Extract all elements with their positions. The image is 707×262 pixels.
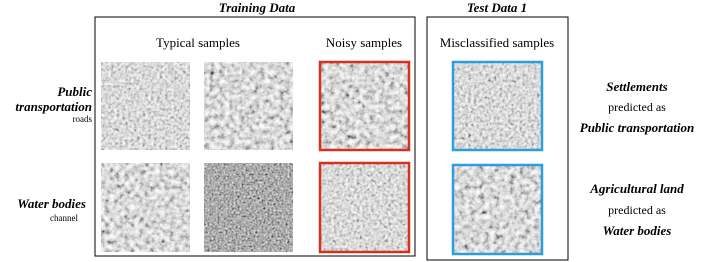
predicted-class: Public transportation (580, 120, 695, 135)
row-label: Water bodies (17, 196, 86, 211)
sample-image (101, 62, 190, 150)
predicted-text: predicted as (608, 100, 666, 114)
typical-header: Typical samples (156, 35, 240, 50)
true-class: Agricultural land (589, 181, 684, 196)
noisy-image (320, 62, 409, 150)
sample-image (204, 62, 293, 150)
test-title: Test Data 1 (467, 0, 527, 15)
sample-image (204, 163, 293, 252)
true-class: Settlements (606, 79, 667, 94)
misclassified-header: Misclassified samples (440, 35, 554, 50)
row-label-box: Public transportation roads (0, 84, 92, 140)
noisy-image (320, 163, 409, 252)
misclassified-image (453, 165, 542, 254)
figure: Training Data Test Data 1 Typical sample… (0, 0, 707, 262)
predicted-text: predicted as (608, 203, 666, 217)
row-sublabel: channel (50, 213, 78, 223)
training-title: Training Data (219, 0, 296, 15)
noisy-header: Noisy samples (326, 35, 402, 50)
sample-image (101, 163, 190, 252)
row-label: Public transportation (0, 84, 92, 114)
misclassified-image (453, 62, 542, 150)
predicted-class: Water bodies (603, 223, 672, 238)
row-sublabel: roads (0, 114, 92, 125)
